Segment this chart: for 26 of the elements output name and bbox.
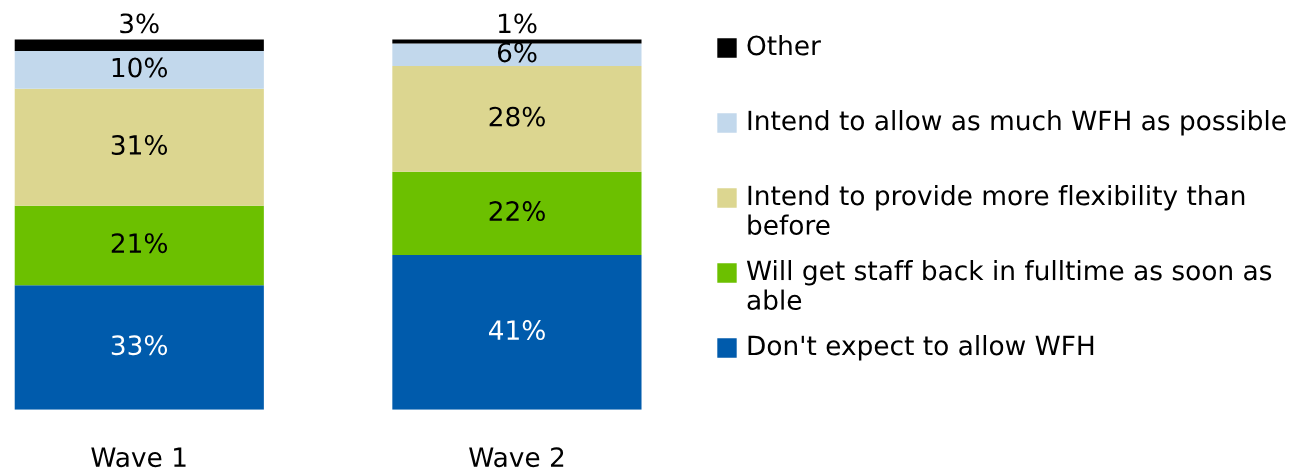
bar [14,285,264,410]
data-label: 28% [489,106,545,127]
bar [14,50,264,89]
legend-label: Will get staff back in fulltime as soon as able [746,260,1272,310]
bar [392,66,642,172]
data-label: 31% [111,134,168,155]
legend-label: Intend to provide more flexibility than before [748,185,1245,235]
x-tick-label: Wave 1 [91,447,186,468]
data-label: 1% [498,13,537,34]
bar [392,171,642,255]
legend-label: Don't expect to allow WFH [748,335,1094,361]
bar [14,205,264,286]
data-label: 33% [111,335,168,356]
data-label: 10% [112,57,168,78]
data-label: 22% [489,201,545,222]
legend-label: Other [747,35,821,56]
bar [392,43,642,67]
data-label: 6% [497,42,537,63]
bar [392,254,642,410]
x-tick-label: Wave 2 [469,447,564,468]
data-label: 3% [120,13,159,34]
bar [14,39,264,51]
legend-label: Intend to allow as much WFH as possible [748,110,1286,136]
bar [14,88,264,206]
data-label: 41% [488,320,545,341]
data-label: 21% [111,233,168,254]
